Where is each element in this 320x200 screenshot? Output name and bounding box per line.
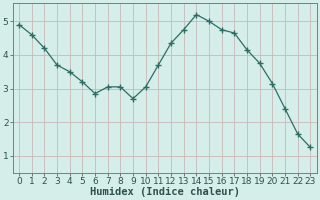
X-axis label: Humidex (Indice chaleur): Humidex (Indice chaleur) bbox=[90, 187, 240, 197]
